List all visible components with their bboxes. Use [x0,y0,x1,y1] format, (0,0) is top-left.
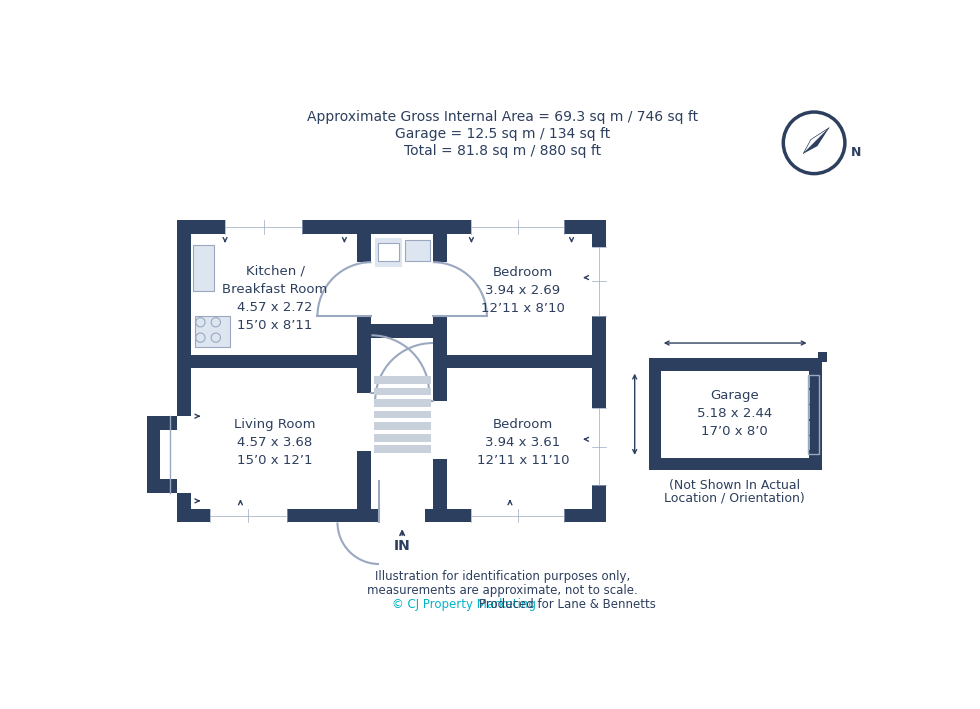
Bar [649,458,822,470]
Text: Total = 81.8 sq m / 880 sq ft: Total = 81.8 sq m / 880 sq ft [404,145,601,158]
Bar [373,411,430,418]
Bar [358,393,371,451]
Text: (Not Shown In Actual: (Not Shown In Actual [669,479,801,492]
Polygon shape [804,128,829,154]
Bar [373,388,430,396]
Bar [592,408,607,486]
Bar [358,220,371,523]
Bar [373,423,430,430]
Bar [592,220,607,523]
Bar [808,374,818,454]
Text: Produced for Lane & Bennetts: Produced for Lane & Bennetts [479,598,657,611]
Polygon shape [804,128,829,154]
Text: Living Room
4.57 x 3.68
15’0 x 12’1: Living Room 4.57 x 3.68 15’0 x 12’1 [234,418,316,467]
Bar [809,359,822,470]
Text: © CJ Property Marketing: © CJ Property Marketing [392,598,536,611]
Bar [358,262,371,316]
Text: measurements are approximate, not to scale.: measurements are approximate, not to sca… [367,584,638,597]
Bar [649,359,822,371]
Bar [177,220,607,234]
Text: Garage = 12.5 sq m / 134 sq ft: Garage = 12.5 sq m / 134 sq ft [395,128,610,141]
Bar [375,238,402,267]
Bar [433,262,447,316]
Bar [177,354,371,369]
Bar [808,390,810,404]
Bar [195,316,229,347]
Bar [373,399,430,407]
Bar [378,243,399,262]
Bar [210,508,287,523]
Bar [818,352,827,362]
Bar [808,421,810,435]
Text: Bedroom
3.94 x 2.69
12’11 x 8’10: Bedroom 3.94 x 2.69 12’11 x 8’10 [481,266,565,316]
Bar [177,416,191,493]
Text: Garage
5.18 x 2.44
17’0 x 8’0: Garage 5.18 x 2.44 17’0 x 8’0 [697,389,772,438]
Bar [147,416,161,493]
Text: Bedroom
3.94 x 3.61
12’11 x 11’10: Bedroom 3.94 x 3.61 12’11 x 11’10 [477,418,569,467]
Bar [433,220,447,523]
Bar [649,359,661,470]
Text: Illustration for identification purposes only,: Illustration for identification purposes… [374,570,630,584]
Bar [592,247,607,316]
Bar [433,401,447,459]
Bar [379,508,425,523]
Bar [471,220,564,234]
Bar [808,374,810,389]
Text: Kitchen /
Breakfast Room
4.57 x 2.72
15’0 x 8’11: Kitchen / Breakfast Room 4.57 x 2.72 15’… [222,265,327,332]
Bar [177,220,191,523]
Text: Location / Orientation): Location / Orientation) [664,491,806,505]
Bar [193,245,215,291]
Bar [433,354,607,369]
Bar [406,240,430,262]
Bar [358,324,447,337]
Bar [808,406,810,419]
Bar [471,508,564,523]
Bar [373,434,430,442]
Bar [147,416,191,430]
Bar [373,376,430,384]
Text: N: N [851,145,861,159]
Text: Approximate Gross Internal Area = 69.3 sq m / 746 sq ft: Approximate Gross Internal Area = 69.3 s… [307,111,698,124]
Bar [177,508,607,523]
Bar [373,445,430,453]
Bar [147,479,191,493]
Text: IN: IN [394,540,411,554]
Bar [808,436,810,450]
Bar [225,220,302,234]
